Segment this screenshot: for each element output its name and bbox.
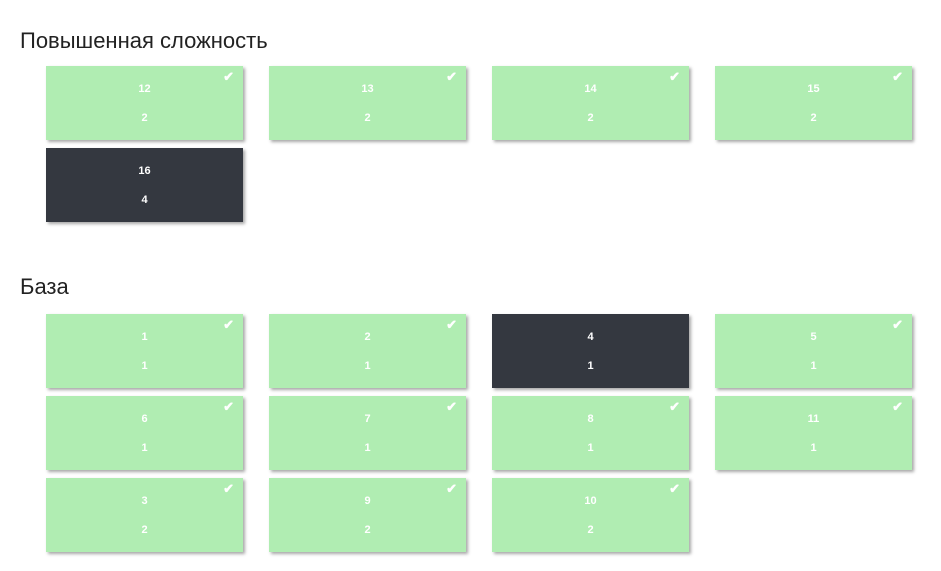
task-card[interactable]: 8 1 ✔: [492, 396, 689, 470]
task-points: 2: [364, 112, 371, 124]
checkmark-icon: ✔: [669, 481, 680, 496]
base-task-grid: 1 1 ✔ 2 1 ✔ 4 1 5 1 ✔ 6 1 ✔ 7 1 ✔ 8 1 ✔ 11 1 ✔ 3 2 ✔ 9 2 ✔…: [46, 314, 912, 552]
task-card[interactable]: 15 2 ✔: [715, 66, 912, 140]
task-points: 4: [141, 194, 148, 206]
task-card[interactable]: 14 2 ✔: [492, 66, 689, 140]
task-points: 1: [810, 360, 817, 372]
task-card[interactable]: 16 4: [46, 148, 243, 222]
task-card[interactable]: 4 1: [492, 314, 689, 388]
checkmark-icon: ✔: [669, 69, 680, 84]
section-title-base: База: [20, 274, 69, 299]
task-points: 1: [364, 442, 371, 454]
task-number: 9: [364, 495, 371, 507]
task-card[interactable]: 9 2 ✔: [269, 478, 466, 552]
task-number: 11: [807, 413, 820, 425]
task-number: 15: [807, 83, 820, 95]
task-number: 7: [364, 413, 371, 425]
task-number: 1: [141, 331, 148, 343]
task-points: 2: [141, 112, 148, 124]
checkmark-icon: ✔: [892, 317, 903, 332]
checkmark-icon: ✔: [892, 69, 903, 84]
task-number: 10: [584, 495, 597, 507]
task-number: 8: [587, 413, 594, 425]
task-card[interactable]: 2 1 ✔: [269, 314, 466, 388]
task-card[interactable]: 10 2 ✔: [492, 478, 689, 552]
task-points: 1: [141, 442, 148, 454]
task-points: 2: [587, 524, 594, 536]
advanced-task-grid: 12 2 ✔ 13 2 ✔ 14 2 ✔ 15 2 ✔ 16 4: [46, 66, 912, 222]
task-card[interactable]: 6 1 ✔: [46, 396, 243, 470]
task-card[interactable]: 11 1 ✔: [715, 396, 912, 470]
checkmark-icon: ✔: [446, 399, 457, 414]
task-card[interactable]: 5 1 ✔: [715, 314, 912, 388]
task-number: 16: [138, 165, 151, 177]
task-points: 2: [141, 524, 148, 536]
checkmark-icon: ✔: [892, 399, 903, 414]
task-points: 1: [364, 360, 371, 372]
task-card[interactable]: 7 1 ✔: [269, 396, 466, 470]
checkmark-icon: ✔: [669, 399, 680, 414]
task-points: 1: [810, 442, 817, 454]
task-points: 1: [587, 360, 594, 372]
task-points: 1: [587, 442, 594, 454]
task-card[interactable]: 13 2 ✔: [269, 66, 466, 140]
task-number: 13: [361, 83, 374, 95]
task-card[interactable]: 1 1 ✔: [46, 314, 243, 388]
checkmark-icon: ✔: [223, 399, 234, 414]
checkmark-icon: ✔: [223, 481, 234, 496]
section-title-advanced: Повышенная сложность: [20, 28, 268, 53]
checkmark-icon: ✔: [446, 317, 457, 332]
task-number: 12: [138, 83, 151, 95]
checkmark-icon: ✔: [223, 69, 234, 84]
task-number: 4: [587, 331, 594, 343]
task-points: 2: [364, 524, 371, 536]
task-card[interactable]: 3 2 ✔: [46, 478, 243, 552]
task-number: 2: [364, 331, 371, 343]
task-points: 1: [141, 360, 148, 372]
task-number: 14: [584, 83, 597, 95]
checkmark-icon: ✔: [223, 317, 234, 332]
task-points: 2: [810, 112, 817, 124]
task-card[interactable]: 12 2 ✔: [46, 66, 243, 140]
task-number: 6: [141, 413, 148, 425]
task-points: 2: [587, 112, 594, 124]
task-number: 3: [141, 495, 148, 507]
checkmark-icon: ✔: [446, 481, 457, 496]
checkmark-icon: ✔: [446, 69, 457, 84]
task-number: 5: [810, 331, 817, 343]
